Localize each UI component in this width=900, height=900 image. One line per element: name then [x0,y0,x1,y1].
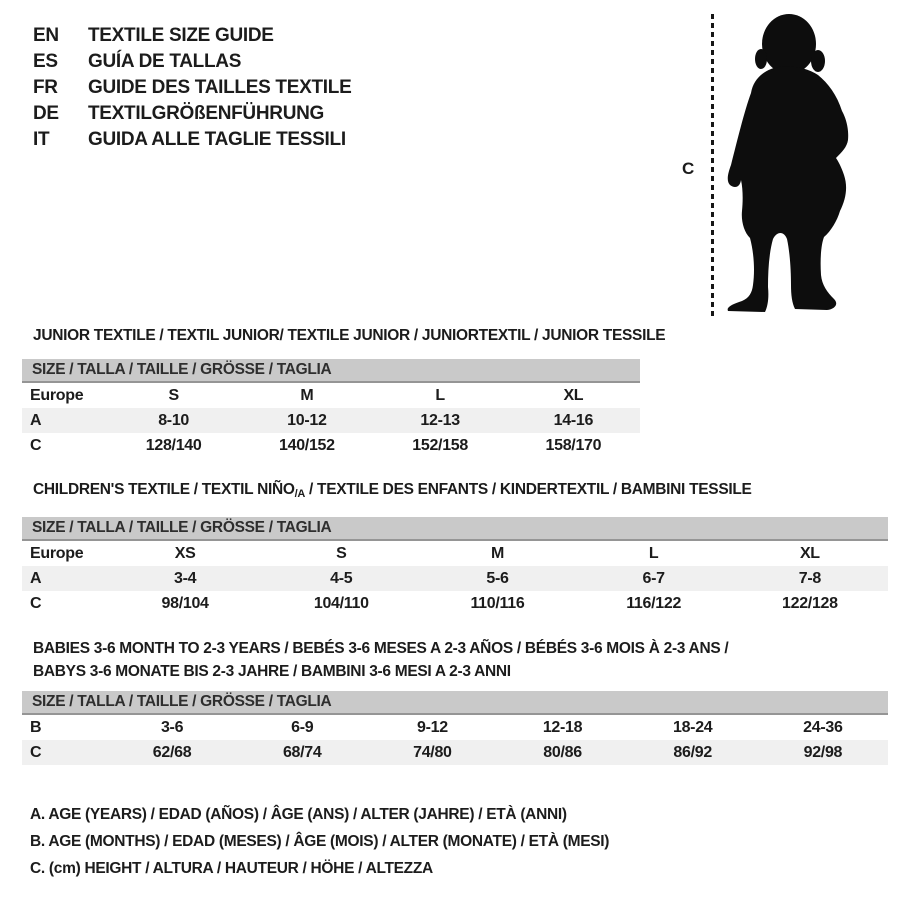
size-cell: M [300,386,314,404]
size-cell: M [490,544,504,562]
legend-age-months: B. AGE (MONTHS) / EDAD (MESES) / ÂGE (MO… [30,833,610,850]
size-cell: 116/122 [626,594,682,612]
size-cell: 6-7 [642,569,666,587]
size-cell: 128/140 [145,436,202,454]
size-cell: 10-12 [287,411,327,429]
row-label: C [30,436,42,454]
size-cell: 122/128 [782,594,838,612]
height-measure-line [711,14,714,316]
size-cell: 14-16 [553,411,594,429]
language-row: DE TEXTILGRÖßENFÜHRUNG [33,101,351,127]
language-code: EN [33,25,59,46]
size-cell: 5-6 [486,569,509,587]
size-cell: XL [563,386,584,404]
baby-silhouette-icon [727,14,849,312]
children-section-title: CHILDREN'S TEXTILE / TEXTIL NIÑO/A / TEX… [33,481,752,500]
size-cell: XS [174,544,196,562]
table-row: Europe XS S M L XL [22,541,888,566]
legend-age-years: A. AGE (YEARS) / EDAD (AÑOS) / ÂGE (ANS)… [30,806,567,823]
children-title-main: CHILDREN'S TEXTILE / TEXTIL NIÑO [33,481,295,498]
size-cell: 62/68 [152,743,192,761]
size-cell: 92/98 [803,743,843,761]
language-title-list: EN TEXTILE SIZE GUIDE ES GUÍA DE TALLAS … [33,23,352,153]
size-header-bar: SIZE / TALLA / TAILLE / GRÖSSE / TAGLIA [22,517,888,541]
size-cell: S [168,386,179,404]
language-title: TEXTILE SIZE GUIDE [88,25,274,46]
row-label: A [30,411,42,429]
row-label: C [30,743,42,761]
babies-title-line2: BABYS 3-6 MONATE BIS 2-3 JAHRE / BAMBINI… [33,663,511,680]
size-cell: 104/110 [313,594,369,612]
size-cell: 110/116 [470,594,525,612]
junior-size-table: SIZE / TALLA / TAILLE / GRÖSSE / TAGLIA … [22,359,640,458]
size-cell: S [336,544,347,562]
children-title-rest: / TEXTILE DES ENFANTS / KINDERTEXTIL / B… [305,481,752,498]
size-cell: 8-10 [158,411,190,429]
language-title: GUÍA DE TALLAS [88,51,242,72]
size-cell: 7-8 [798,569,822,587]
size-header-bar: SIZE / TALLA / TAILLE / GRÖSSE / TAGLIA [22,359,640,383]
table-row: B 3-6 6-9 9-12 12-18 18-24 24-36 [22,715,888,740]
table-row: A 3-4 4-5 5-6 6-7 7-8 [22,566,888,591]
row-label: A [30,569,42,587]
size-cell: 12-13 [420,411,460,429]
size-cell: 86/92 [673,743,712,761]
language-code: ES [33,51,58,72]
language-row: IT GUIDA ALLE TAGLIE TESSILI [33,127,351,153]
size-cell: 98/104 [161,594,209,612]
size-cell: 18-24 [672,718,713,736]
row-label: Europe [30,386,84,404]
language-code: DE [33,103,59,124]
size-cell: 3-6 [160,718,184,736]
children-title-sub: /A [294,488,306,500]
table-row: C 62/68 68/74 74/80 80/86 86/92 92/98 [22,740,888,765]
table-row: A 8-10 10-12 12-13 14-16 [22,408,640,433]
table-row: C 128/140 140/152 152/158 158/170 [22,433,640,458]
table-row: C 98/104 104/110 110/116 116/122 122/128 [22,591,888,616]
table-row: Europe S M L XL [22,383,640,408]
size-cell: 3-4 [173,569,197,587]
size-cell: 140/152 [279,436,335,454]
size-cell: 24-36 [803,718,843,736]
size-cell: 80/86 [543,743,582,761]
language-row: FR GUIDE DES TAILLES TEXTILE [33,75,352,101]
babies-title-line1: BABIES 3-6 MONTH TO 2-3 YEARS / BEBÉS 3-… [33,640,729,657]
language-title: GUIDA ALLE TAGLIE TESSILI [88,129,346,150]
babies-size-table: SIZE / TALLA / TAILLE / GRÖSSE / TAGLIA … [22,691,888,765]
row-label: B [30,718,42,736]
size-cell: 74/80 [413,743,452,761]
language-row: ES GUÍA DE TALLAS [33,49,351,75]
language-code: FR [33,77,58,98]
height-measure-label: C [682,159,694,178]
size-cell: 4-5 [330,569,353,587]
language-title: TEXTILGRÖßENFÜHRUNG [88,103,325,124]
language-title: GUIDE DES TAILLES TEXTILE [88,77,352,98]
row-label: C [30,594,42,612]
junior-section-title: JUNIOR TEXTILE / TEXTIL JUNIOR/ TEXTILE … [33,327,666,344]
size-cell: 158/170 [545,436,602,454]
legend-height-cm: C. (cm) HEIGHT / ALTURA / HAUTEUR / HÖHE… [30,860,433,877]
size-cell: 9-12 [416,718,448,736]
babies-section-title: BABIES 3-6 MONTH TO 2-3 YEARS / BEBÉS 3-… [33,637,729,683]
size-cell: 68/74 [282,743,322,761]
children-size-table: SIZE / TALLA / TAILLE / GRÖSSE / TAGLIA … [22,517,888,616]
size-cell: XL [799,544,820,562]
size-header-bar: SIZE / TALLA / TAILLE / GRÖSSE / TAGLIA [22,691,888,715]
measure-legend: A. AGE (YEARS) / EDAD (AÑOS) / ÂGE (ANS)… [30,801,609,882]
row-label: Europe [30,544,84,562]
language-row: EN TEXTILE SIZE GUIDE [33,23,351,49]
size-cell: 12-18 [542,718,583,736]
size-cell: L [648,544,659,562]
language-code: IT [33,129,50,150]
size-cell: 6-9 [291,718,314,736]
size-cell: L [435,386,445,404]
size-cell: 152/158 [412,436,468,454]
